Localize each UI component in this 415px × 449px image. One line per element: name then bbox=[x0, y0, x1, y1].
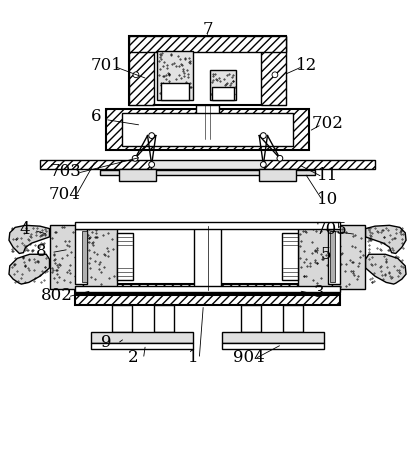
Bar bbox=[154, 305, 173, 332]
Bar bbox=[261, 36, 286, 105]
Bar bbox=[202, 132, 213, 140]
Bar bbox=[161, 83, 189, 100]
Text: 6: 6 bbox=[90, 109, 101, 125]
Bar bbox=[157, 51, 193, 100]
Bar bbox=[222, 343, 324, 349]
Circle shape bbox=[272, 72, 278, 78]
Circle shape bbox=[133, 72, 139, 78]
Bar bbox=[328, 229, 340, 284]
Text: 4: 4 bbox=[20, 221, 30, 238]
Bar bbox=[298, 224, 332, 289]
Bar bbox=[49, 224, 83, 289]
Bar bbox=[91, 332, 193, 343]
Bar bbox=[100, 170, 315, 175]
Bar bbox=[129, 36, 286, 105]
Text: 705: 705 bbox=[316, 221, 347, 238]
Text: 1: 1 bbox=[188, 349, 198, 366]
Polygon shape bbox=[9, 225, 49, 253]
Bar bbox=[83, 224, 117, 289]
Bar bbox=[332, 224, 366, 289]
Circle shape bbox=[149, 162, 154, 167]
Bar bbox=[282, 233, 298, 280]
Text: 11: 11 bbox=[317, 167, 338, 184]
Bar bbox=[222, 332, 324, 343]
Text: 701: 701 bbox=[90, 57, 122, 74]
Text: 904: 904 bbox=[233, 349, 265, 366]
Text: 5: 5 bbox=[320, 246, 331, 263]
Bar bbox=[75, 295, 340, 305]
Text: 10: 10 bbox=[317, 191, 338, 208]
Bar bbox=[264, 159, 375, 169]
Bar bbox=[259, 169, 296, 181]
Circle shape bbox=[261, 132, 266, 138]
Bar bbox=[91, 343, 193, 349]
Text: 3: 3 bbox=[314, 284, 325, 301]
Bar bbox=[212, 87, 234, 100]
Text: 9: 9 bbox=[101, 334, 111, 351]
Bar bbox=[82, 231, 87, 282]
Bar bbox=[330, 231, 335, 282]
Text: 2: 2 bbox=[128, 349, 138, 366]
Bar bbox=[210, 70, 237, 100]
Bar bbox=[75, 222, 340, 229]
Bar bbox=[196, 105, 219, 133]
Text: 702: 702 bbox=[312, 114, 343, 132]
Bar bbox=[194, 225, 221, 291]
Text: 703: 703 bbox=[50, 163, 82, 180]
Bar bbox=[75, 286, 340, 291]
Circle shape bbox=[261, 162, 266, 167]
Polygon shape bbox=[366, 254, 406, 284]
Bar bbox=[119, 169, 156, 181]
Text: 802: 802 bbox=[41, 287, 73, 304]
Bar bbox=[75, 284, 340, 294]
Bar bbox=[117, 233, 133, 280]
Bar bbox=[283, 305, 303, 332]
Bar bbox=[75, 229, 87, 284]
Bar bbox=[40, 159, 151, 169]
Circle shape bbox=[132, 155, 138, 161]
Bar bbox=[112, 305, 132, 332]
Text: 8: 8 bbox=[36, 243, 46, 260]
Polygon shape bbox=[366, 225, 406, 253]
Text: 12: 12 bbox=[296, 57, 317, 74]
Bar bbox=[106, 109, 309, 150]
Polygon shape bbox=[9, 254, 49, 284]
Text: 7: 7 bbox=[202, 21, 213, 38]
Bar bbox=[242, 305, 261, 332]
Circle shape bbox=[277, 155, 283, 161]
Bar bbox=[129, 36, 154, 105]
Bar bbox=[151, 159, 264, 169]
Bar bbox=[122, 113, 293, 146]
Bar bbox=[129, 36, 286, 52]
Circle shape bbox=[149, 132, 154, 138]
Text: 704: 704 bbox=[49, 186, 81, 203]
